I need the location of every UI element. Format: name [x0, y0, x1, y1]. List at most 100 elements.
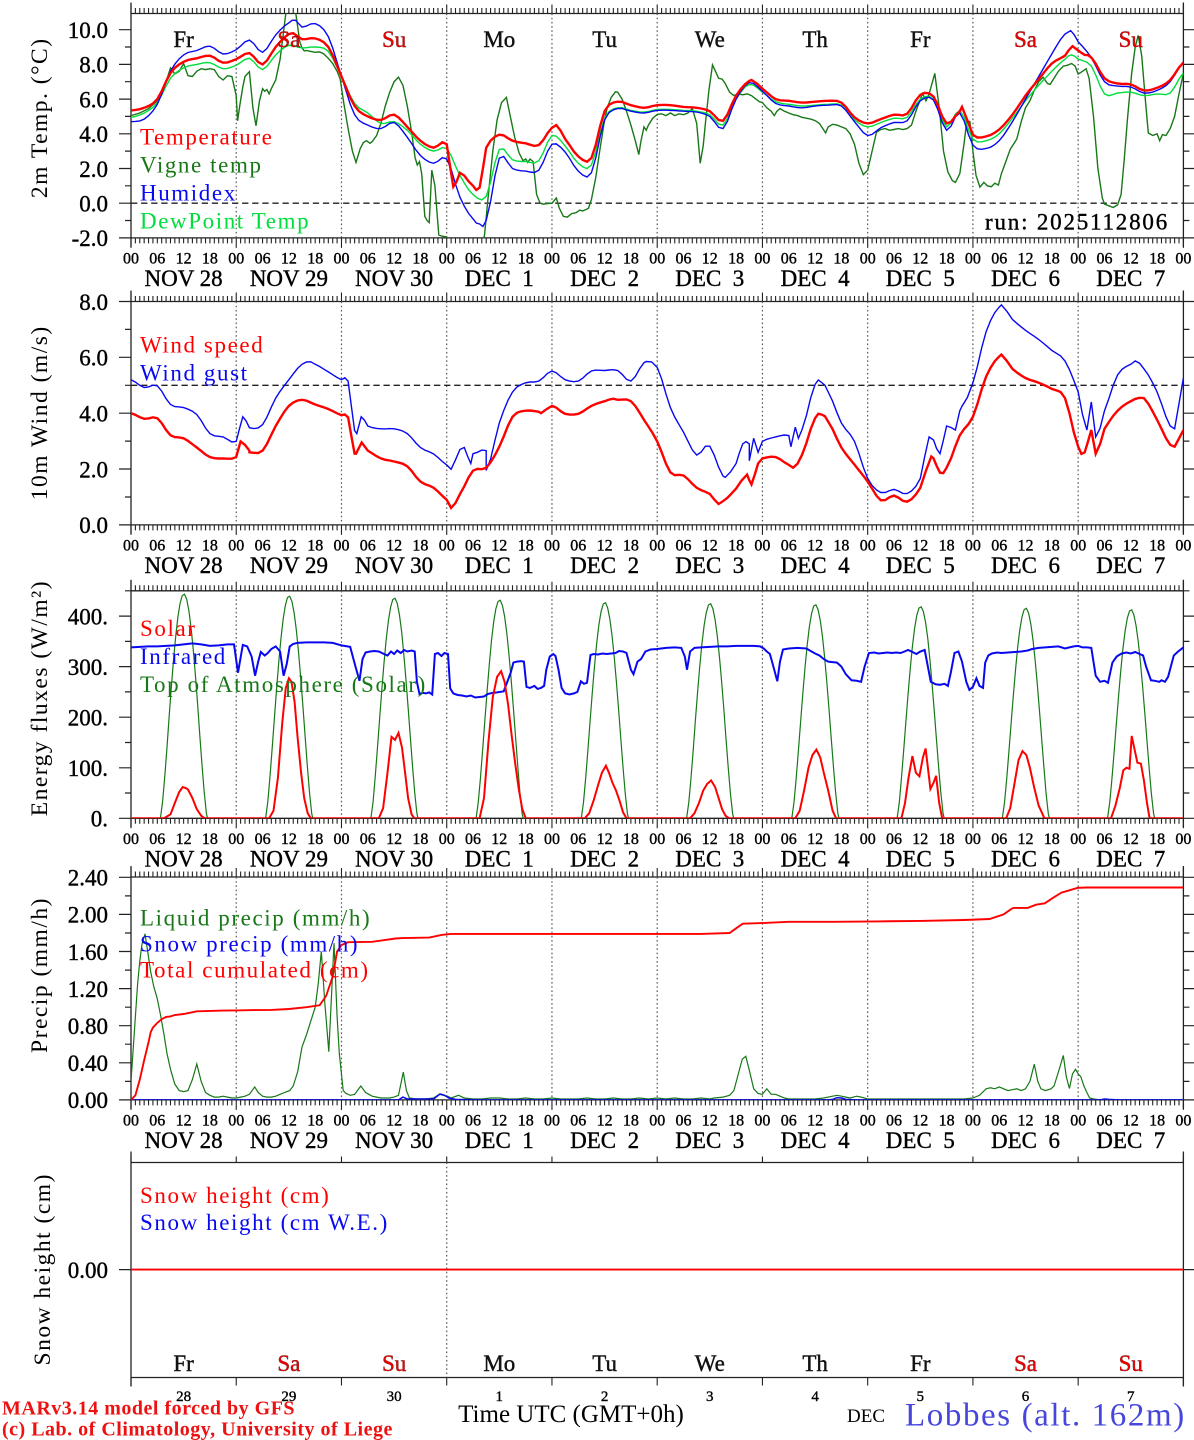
svg-text:06: 06 [676, 537, 692, 554]
svg-text:00: 00 [1175, 250, 1191, 267]
svg-text:DEC 3: DEC 3 [675, 1128, 744, 1153]
svg-text:12: 12 [386, 250, 402, 267]
svg-text:18: 18 [1149, 1112, 1165, 1129]
svg-text:Infrared: Infrared [140, 644, 227, 669]
svg-text:Fr: Fr [173, 1351, 194, 1376]
svg-text:18: 18 [1149, 250, 1165, 267]
svg-text:18: 18 [833, 831, 849, 848]
svg-text:18: 18 [307, 1112, 323, 1129]
svg-text:00: 00 [1070, 250, 1086, 267]
svg-text:00: 00 [544, 250, 560, 267]
svg-text:18: 18 [623, 537, 639, 554]
svg-text:00: 00 [439, 250, 455, 267]
svg-text:Tu: Tu [592, 27, 617, 52]
svg-text:18: 18 [728, 831, 744, 848]
svg-text:2.0: 2.0 [79, 157, 108, 182]
svg-text:DEC 4: DEC 4 [781, 266, 851, 291]
svg-text:1: 1 [496, 1389, 504, 1405]
svg-text:DEC: DEC [847, 1406, 885, 1427]
svg-text:00: 00 [965, 537, 981, 554]
svg-text:00: 00 [439, 831, 455, 848]
svg-text:00: 00 [123, 250, 139, 267]
svg-text:00: 00 [1175, 1112, 1191, 1129]
svg-text:06: 06 [570, 250, 586, 267]
svg-text:00: 00 [544, 537, 560, 554]
svg-text:1.20: 1.20 [68, 977, 108, 1002]
svg-text:00: 00 [649, 250, 665, 267]
svg-text:Su: Su [382, 1351, 407, 1376]
svg-text:06: 06 [360, 1112, 376, 1129]
svg-text:06: 06 [570, 1112, 586, 1129]
svg-text:00: 00 [965, 831, 981, 848]
svg-text:00: 00 [1070, 537, 1086, 554]
svg-text:06: 06 [1097, 1112, 1113, 1129]
svg-text:12: 12 [281, 537, 297, 554]
svg-text:6.0: 6.0 [79, 346, 108, 371]
svg-text:18: 18 [728, 1112, 744, 1129]
svg-text:0.00: 0.00 [68, 1258, 108, 1283]
svg-text:18: 18 [833, 537, 849, 554]
svg-text:DEC 1: DEC 1 [465, 846, 534, 871]
svg-text:00: 00 [965, 1112, 981, 1129]
svg-text:Wind speed: Wind speed [140, 333, 264, 358]
svg-text:30: 30 [387, 1389, 402, 1405]
svg-text:18: 18 [1044, 250, 1060, 267]
svg-text:Fr: Fr [910, 1351, 931, 1376]
svg-text:DEC 2: DEC 2 [570, 553, 639, 578]
svg-text:Top of Atmosphere (Solar): Top of Atmosphere (Solar) [140, 672, 427, 697]
svg-text:Th: Th [802, 27, 828, 52]
svg-text:12: 12 [176, 537, 192, 554]
svg-text:00: 00 [228, 250, 244, 267]
svg-text:NOV 29: NOV 29 [250, 1128, 328, 1153]
svg-text:18: 18 [939, 537, 955, 554]
svg-text:12: 12 [597, 250, 613, 267]
svg-text:00: 00 [860, 1112, 876, 1129]
svg-text:18: 18 [728, 250, 744, 267]
svg-text:DEC 5: DEC 5 [886, 553, 955, 578]
svg-text:Su: Su [1119, 27, 1144, 52]
svg-text:18: 18 [728, 537, 744, 554]
svg-text:Snow height (cm): Snow height (cm) [30, 1173, 56, 1365]
svg-text:12: 12 [386, 537, 402, 554]
svg-text:Mo: Mo [483, 1351, 515, 1376]
svg-text:06: 06 [991, 831, 1007, 848]
svg-text:18: 18 [623, 831, 639, 848]
svg-text:12: 12 [702, 1112, 718, 1129]
svg-text:00: 00 [334, 831, 350, 848]
svg-text:Su: Su [382, 27, 407, 52]
svg-text:DEC 6: DEC 6 [991, 266, 1060, 291]
svg-text:18: 18 [307, 831, 323, 848]
svg-text:06: 06 [360, 831, 376, 848]
svg-text:MARv3.14 model forced by GFS: MARv3.14 model forced by GFS [2, 1398, 295, 1420]
svg-text:18: 18 [307, 250, 323, 267]
svg-text:18: 18 [202, 831, 218, 848]
svg-text:8.0: 8.0 [79, 290, 108, 315]
svg-text:06: 06 [886, 250, 902, 267]
svg-text:0.00: 0.00 [68, 1088, 108, 1113]
svg-text:00: 00 [754, 831, 770, 848]
svg-text:06: 06 [465, 250, 481, 267]
svg-text:12: 12 [702, 537, 718, 554]
svg-text:Wind gust: Wind gust [140, 361, 249, 386]
svg-text:DEC 7: DEC 7 [1096, 846, 1165, 871]
svg-text:18: 18 [1149, 537, 1165, 554]
svg-text:12: 12 [176, 250, 192, 267]
svg-text:100.: 100. [68, 756, 108, 781]
svg-text:Fr: Fr [910, 27, 931, 52]
svg-text:12: 12 [281, 831, 297, 848]
svg-text:Snow precip (mm/h): Snow precip (mm/h) [140, 932, 359, 957]
svg-text:18: 18 [518, 1112, 534, 1129]
svg-text:12: 12 [807, 537, 823, 554]
svg-text:DEC 5: DEC 5 [886, 846, 955, 871]
svg-text:DEC 3: DEC 3 [675, 266, 744, 291]
svg-text:12: 12 [1123, 831, 1139, 848]
svg-text:12: 12 [1018, 537, 1034, 554]
svg-text:00: 00 [860, 831, 876, 848]
svg-text:DEC 4: DEC 4 [781, 553, 851, 578]
svg-text:0.0: 0.0 [79, 513, 108, 538]
svg-text:12: 12 [807, 831, 823, 848]
svg-text:12: 12 [1018, 831, 1034, 848]
svg-text:NOV 28: NOV 28 [145, 1128, 223, 1153]
svg-text:00: 00 [228, 831, 244, 848]
svg-text:NOV 29: NOV 29 [250, 553, 328, 578]
